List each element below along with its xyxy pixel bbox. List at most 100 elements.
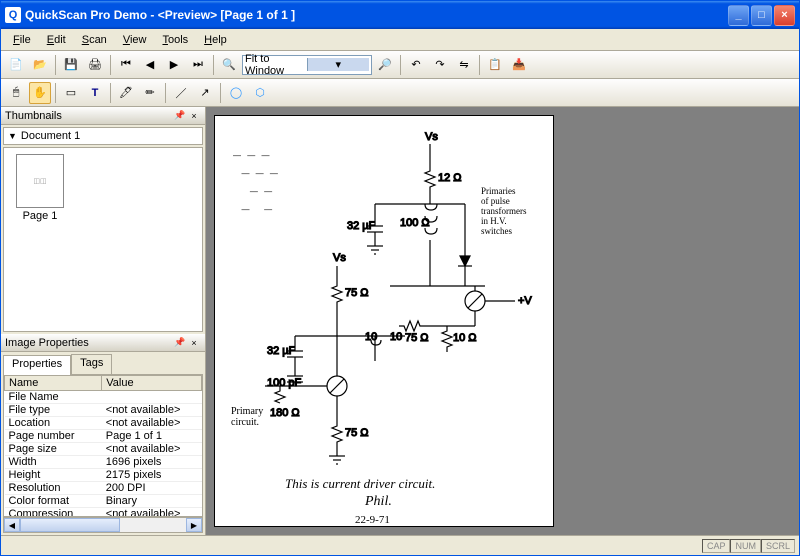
open-button[interactable]: 📂 (29, 54, 51, 76)
rotate-right-button[interactable]: ↷ (429, 54, 451, 76)
svg-text:75 Ω: 75 Ω (405, 332, 429, 344)
scroll-right-button[interactable]: ▶ (186, 518, 202, 532)
save-icon: 💾 (64, 58, 78, 71)
copy-button[interactable]: 📋 (484, 54, 506, 76)
menu-tools[interactable]: Tools (154, 32, 196, 48)
first-page-button[interactable]: ⏮ (115, 54, 137, 76)
close-panel-button[interactable]: × (187, 109, 201, 123)
zoom-select[interactable]: Fit to Window ▾ (242, 55, 372, 75)
properties-tabs: Properties Tags (3, 354, 203, 374)
document-row[interactable]: ▼ Document 1 (3, 127, 203, 145)
col-name[interactable]: Name (5, 376, 102, 391)
line-icon: ／ (176, 85, 187, 101)
print-button[interactable]: 🖨 (84, 54, 106, 76)
date: 22-9-71 (355, 514, 390, 526)
left-panel: Thumbnails 📌 × ▼ Document 1 ◫◫ Page 1 Im… (1, 107, 206, 535)
paste-button[interactable]: 📥 (508, 54, 530, 76)
close-panel-button[interactable]: × (187, 336, 201, 350)
hand-icon: ✋ (33, 86, 47, 99)
menu-file[interactable]: File (5, 32, 39, 48)
ellipse-tool[interactable]: ◯ (225, 82, 247, 104)
col-value[interactable]: Value (102, 376, 202, 391)
last-page-button[interactable]: ⏭ (187, 54, 209, 76)
zoom-in-button[interactable]: 🔎 (374, 54, 396, 76)
highlight-tool[interactable]: 🖊 (115, 82, 137, 104)
save-button[interactable]: 💾 (60, 54, 82, 76)
menu-view[interactable]: View (115, 32, 155, 48)
new-icon: 📄 (9, 58, 23, 71)
prop-name: File type (5, 404, 102, 417)
hand-tool[interactable]: ✋ (29, 82, 51, 104)
thumbnail-label: Page 1 (10, 210, 70, 222)
flip-button[interactable]: ⇋ (453, 54, 475, 76)
rect-icon: ▭ (66, 86, 76, 99)
highlight-icon: 🖊 (119, 86, 133, 99)
menu-scan[interactable]: Scan (74, 32, 115, 48)
pen-tool[interactable]: ✏ (139, 82, 161, 104)
window-buttons: _ □ × (728, 5, 795, 26)
zoom-out-button[interactable]: 🔍 (218, 54, 240, 76)
new-button[interactable]: 📄 (5, 54, 27, 76)
tab-tags[interactable]: Tags (71, 354, 112, 374)
prop-name: Width (5, 456, 102, 469)
pin-button[interactable]: 📌 (173, 109, 187, 123)
table-row: Width1696 pixels (5, 456, 202, 469)
horizontal-scrollbar[interactable]: ◀ ▶ (3, 517, 203, 533)
prev-page-button[interactable]: ◀ (139, 54, 161, 76)
next-page-button[interactable]: ▶ (163, 54, 185, 76)
app-window: Q QuickScan Pro Demo - <Preview> [Page 1… (0, 0, 800, 556)
svg-text:75 Ω: 75 Ω (345, 427, 369, 439)
separator (479, 55, 480, 75)
rect-tool[interactable]: ▭ (60, 82, 82, 104)
prop-value: 1696 pixels (102, 456, 202, 469)
scroll-left-button[interactable]: ◀ (4, 518, 20, 532)
svg-text:10 Ω: 10 Ω (453, 332, 477, 344)
document-viewer[interactable]: Vs 12 Ω 100 Ω 32 µF +V 75 Ω 10 Ω (206, 107, 799, 535)
prop-name: Compression (5, 508, 102, 518)
minimize-button[interactable]: _ (728, 5, 749, 26)
toolbar-main: 📄 📂 💾 🖨 ⏮ ◀ ▶ ⏭ 🔍 Fit to Window ▾ 🔎 ↶ ↷ … (1, 51, 799, 79)
table-row: Page numberPage 1 of 1 (5, 430, 202, 443)
menu-edit[interactable]: Edit (39, 32, 74, 48)
separator (110, 55, 111, 75)
hexagon-tool[interactable]: ⬡ (249, 82, 271, 104)
close-button[interactable]: × (774, 5, 795, 26)
thumbnails-header: Thumbnails 📌 × (1, 107, 205, 125)
zoom-out-icon: 🔍 (222, 58, 236, 71)
properties-table: Name Value File NameFile type<not availa… (3, 374, 203, 517)
scroll-track[interactable] (20, 518, 186, 532)
status-scrl: SCRL (761, 539, 795, 553)
caption: This is current driver circuit. (285, 476, 435, 492)
title-bar: Q QuickScan Pro Demo - <Preview> [Page 1… (1, 1, 799, 29)
text-tool[interactable]: T (84, 82, 106, 104)
arrow-icon: ↗ (200, 86, 209, 99)
rotate-left-icon: ↶ (411, 58, 420, 71)
prop-name: File Name (5, 391, 102, 404)
label-primaries: Primaries of pulse transformers in H.V. … (481, 186, 526, 236)
line-tool[interactable]: ／ (170, 82, 192, 104)
menu-help[interactable]: Help (196, 32, 235, 48)
properties-header: Image Properties 📌 × (1, 334, 205, 352)
maximize-button[interactable]: □ (751, 5, 772, 26)
arrow-tool[interactable]: ↗ (194, 82, 216, 104)
pin-button[interactable]: 📌 (173, 336, 187, 350)
separator (213, 55, 214, 75)
status-num: NUM (730, 539, 761, 553)
toolbar-annotate: 🖱 ✋ ▭ T 🖊 ✏ ／ ↗ ◯ ⬡ (1, 79, 799, 107)
rotate-left-button[interactable]: ↶ (405, 54, 427, 76)
zoom-value: Fit to Window (245, 53, 307, 77)
table-row: Compression<not available> (5, 508, 202, 518)
thumbnail-image: ◫◫ (16, 154, 64, 208)
flip-icon: ⇋ (459, 58, 468, 71)
prop-value: Page 1 of 1 (102, 430, 202, 443)
menu-bar: File Edit Scan View Tools Help (1, 29, 799, 51)
tab-properties[interactable]: Properties (3, 355, 71, 375)
separator (220, 83, 221, 103)
select-tool[interactable]: 🖱 (5, 82, 27, 104)
content-area: Thumbnails 📌 × ▼ Document 1 ◫◫ Page 1 Im… (1, 107, 799, 535)
thumbnail-item[interactable]: ◫◫ Page 1 (10, 154, 70, 222)
prop-value: <not available> (102, 417, 202, 430)
scroll-thumb[interactable] (20, 518, 120, 532)
thumbnails-title: Thumbnails (5, 110, 173, 122)
status-bar: CAP NUM SCRL (1, 535, 799, 555)
